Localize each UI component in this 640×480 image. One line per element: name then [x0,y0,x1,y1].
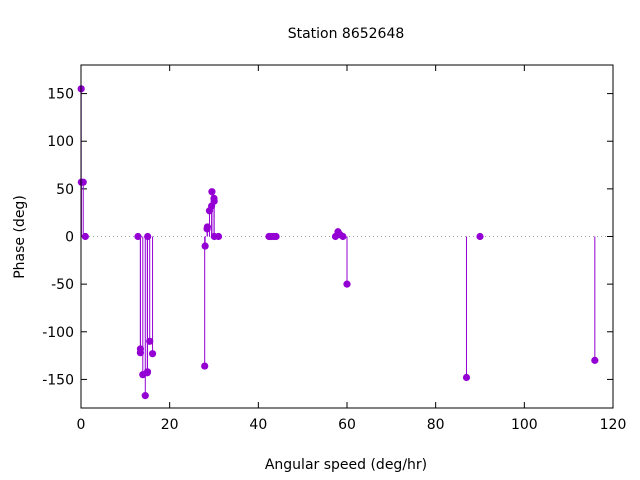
data-point [462,373,471,382]
data-point [343,280,351,288]
x-tick-label: 40 [249,417,267,433]
y-axis-ticks: -150 -100 -50 0 50 100 150 [42,87,613,388]
data-point [591,356,599,364]
data-point [136,349,145,357]
y-tick-label: 50 [56,182,74,198]
plot-frame [80,64,614,409]
data-point [210,197,218,205]
data-point [148,350,157,358]
x-tick-label: 60 [338,417,356,433]
data-point [81,232,89,241]
x-tick-label: 80 [427,417,445,433]
data-point [208,188,216,196]
y-tick-label: -50 [51,277,74,293]
x-axis-label: Angular speed (deg/hr) [265,457,427,473]
y-tick-label: -150 [42,372,74,388]
data-point [141,392,149,400]
data-point [272,232,280,241]
chart-title: Station 8652648 [288,26,405,42]
y-tick-label: 0 [65,230,74,246]
y-axis-label: Phase (deg) [12,195,28,279]
x-tick-label: 0 [77,417,86,433]
x-tick-label: 100 [511,417,538,433]
x-tick-label: 120 [600,417,627,433]
x-axis-ticks: 0 20 40 60 80 100 120 [77,65,627,433]
x-tick-label: 20 [161,417,179,433]
data-point [339,232,347,241]
y-tick-label: -100 [42,325,74,341]
y-tick-label: 100 [47,134,74,150]
data-point [134,232,142,241]
data-point [476,232,484,241]
data-point [201,362,209,370]
y-tick-label: 150 [47,87,74,103]
data-point [143,368,152,376]
data-marks [77,85,599,400]
data-point [201,242,209,250]
data-point [214,232,223,241]
data-point [146,337,154,345]
